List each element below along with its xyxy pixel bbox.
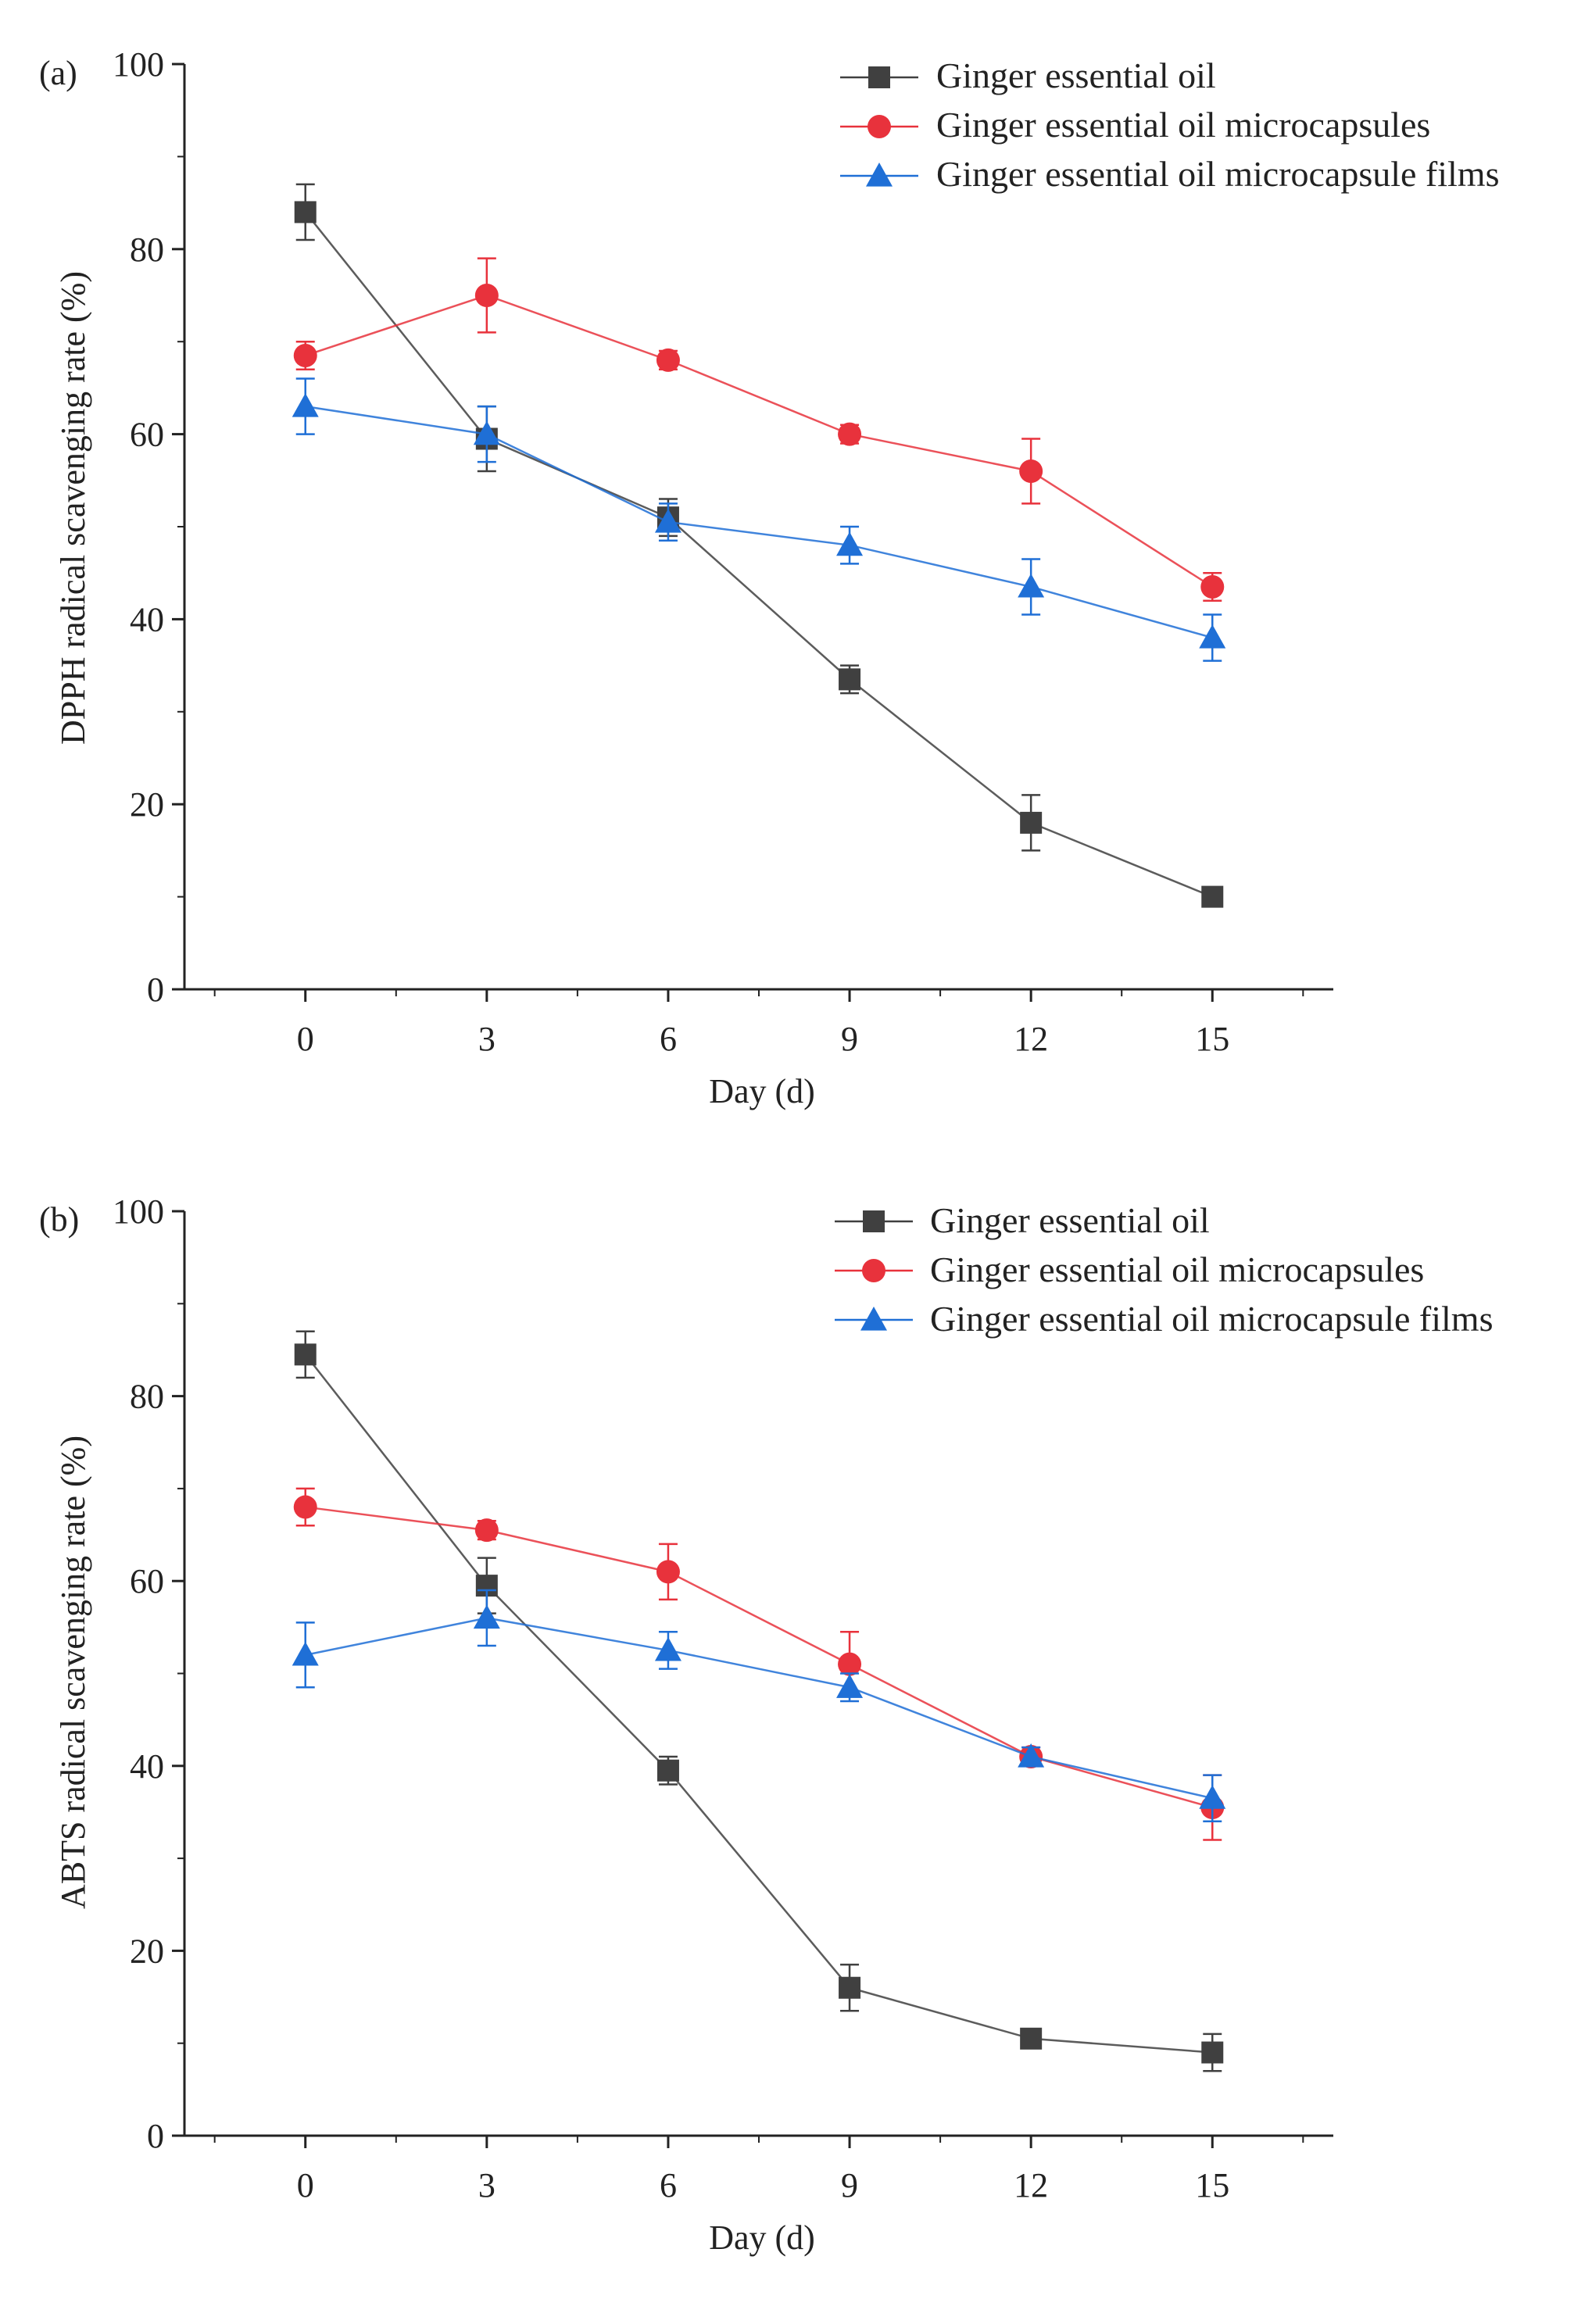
data-point (474, 284, 499, 307)
data-point (656, 1759, 679, 1782)
series-line (305, 1506, 1213, 1809)
x-axis-label: Day (d) (709, 1072, 815, 1110)
legend-marker (860, 1307, 887, 1331)
panel-label: (a) (39, 54, 77, 92)
x-tick-label: 0 (297, 2166, 314, 2204)
data-point (1199, 1785, 1226, 1809)
legend-label-microcapsules: Ginger essential oil microcapsules (936, 105, 1430, 145)
chart-panel-a: (a) 0 20 40 60 80 100 0 3 6 9 12 15 Day (d) DPPH ra… (39, 45, 1499, 1110)
y-tick-label: 100 (113, 1192, 164, 1231)
data-point (473, 1604, 500, 1629)
data-point (839, 668, 861, 691)
y-tick-label: 0 (147, 971, 164, 1009)
y-axis-label: DPPH radical scavenging rate (%) (54, 271, 92, 745)
data-point (654, 1636, 682, 1661)
y-tick-label: 100 (113, 45, 164, 84)
data-point (293, 343, 317, 367)
y-tick-label: 40 (130, 1747, 164, 1786)
legend-label-microcapsule-films: Ginger essential oil microcapsule films (930, 1299, 1493, 1339)
data-point (292, 1641, 319, 1666)
x-tick-label: 9 (841, 1020, 858, 1058)
series-line (304, 1353, 1213, 2054)
data-point (656, 348, 680, 372)
data-point (1199, 624, 1226, 649)
data-point (1018, 1743, 1045, 1768)
y-axis-label: ABTS radical scavenging rate (%) (54, 1436, 92, 1909)
chart-panel-b: (b) 0 20 40 60 80 100 0 3 6 9 12 15 Day (d) ABTS ra… (39, 1192, 1493, 2257)
legend: Ginger essential oil Ginger essential oi… (835, 1200, 1493, 1339)
data-point (1020, 2027, 1043, 2050)
legend-marker (868, 66, 890, 88)
plot-area: 0 20 40 60 80 100 0 3 6 9 12 15 (113, 45, 1333, 1058)
plot-area: 0 20 40 60 80 100 0 3 6 9 12 15 (113, 1192, 1333, 2204)
series-2 (293, 257, 1225, 602)
series-line (305, 405, 1213, 639)
data-point (1020, 811, 1043, 834)
x-tick-label: 3 (478, 2166, 495, 2204)
data-point (1018, 573, 1045, 598)
data-point (838, 422, 862, 446)
x-tick-label: 12 (1014, 1020, 1048, 1058)
x-tick-label: 15 (1195, 2166, 1229, 2204)
y-tick-label: 80 (130, 1378, 164, 1416)
x-tick-label: 3 (478, 1020, 495, 1058)
legend-label-ginger-essential-oil: Ginger essential oil (936, 55, 1216, 95)
x-tick-label: 15 (1195, 1020, 1229, 1058)
y-tick-label: 0 (147, 2117, 164, 2155)
y-tick-label: 80 (130, 231, 164, 269)
x-tick-label: 9 (841, 2166, 858, 2204)
legend: Ginger essential oil Ginger essential oi… (840, 55, 1499, 194)
data-point (293, 1495, 317, 1519)
data-point (1200, 574, 1225, 599)
legend-label-microcapsules: Ginger essential oil microcapsules (930, 1250, 1424, 1289)
legend-label-ginger-essential-oil: Ginger essential oil (930, 1200, 1210, 1240)
legend-marker (863, 1210, 885, 1232)
data-point (839, 1976, 861, 1999)
series-line (305, 294, 1213, 588)
x-tick-label: 6 (660, 2166, 677, 2204)
y-tick-label: 20 (130, 785, 164, 824)
data-point (836, 1674, 864, 1698)
legend-marker (866, 163, 893, 187)
y-tick-label: 40 (130, 600, 164, 638)
series-3 (292, 377, 1226, 662)
y-tick-label: 60 (130, 1562, 164, 1600)
series-line (304, 211, 1213, 898)
x-tick-label: 6 (660, 1020, 677, 1058)
y-tick-label: 60 (130, 416, 164, 454)
data-point (1019, 459, 1043, 483)
data-point (838, 1652, 862, 1676)
data-point (474, 1518, 499, 1543)
data-point (836, 531, 864, 556)
x-tick-label: 12 (1014, 2166, 1048, 2204)
data-point (654, 509, 682, 533)
data-point (292, 393, 319, 417)
x-tick-label: 0 (297, 1020, 314, 1058)
y-tick-label: 20 (130, 1932, 164, 1970)
data-point (473, 420, 500, 445)
panel-label: (b) (39, 1200, 79, 1239)
series-3 (292, 1589, 1226, 1823)
data-point (294, 1343, 317, 1366)
data-point (1201, 885, 1224, 908)
series-1 (294, 1330, 1224, 2072)
data-point (656, 1560, 680, 1584)
x-axis-label: Day (d) (709, 2219, 815, 2257)
legend-marker (868, 115, 891, 138)
data-point (1201, 2041, 1224, 2064)
data-point (294, 201, 317, 223)
legend-marker (862, 1259, 885, 1282)
series-line (305, 1617, 1213, 1800)
legend-label-microcapsule-films: Ginger essential oil microcapsule films (936, 154, 1499, 194)
